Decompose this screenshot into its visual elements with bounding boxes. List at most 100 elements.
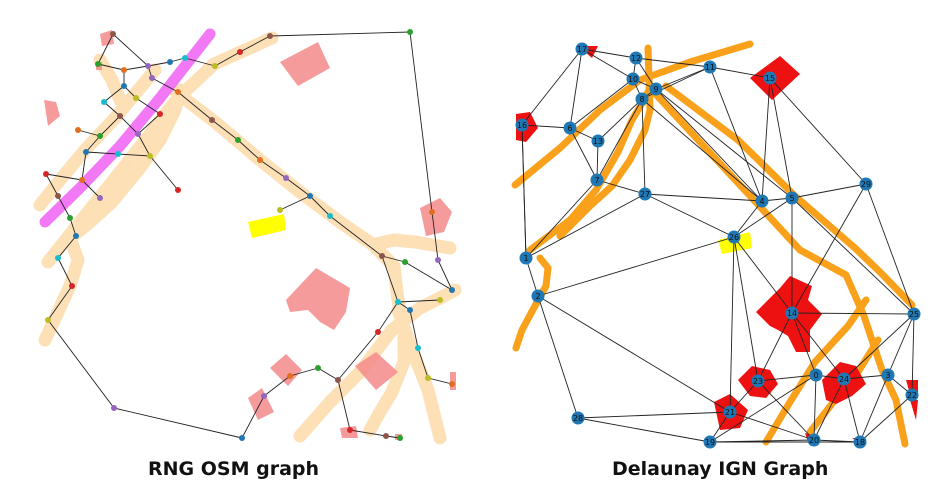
delaunay-edge-43 [791,183,867,314]
osm-building-2 [420,198,452,236]
rng-node-37 [55,255,61,261]
delaunay-node-label-29: 29 [861,180,871,189]
delaunay-edges [521,48,915,443]
rng-node-5 [182,55,188,61]
rng-edge-36 [57,235,77,259]
rng-node-13 [101,99,107,105]
rng-node-35 [97,195,103,201]
rng-node-38 [45,317,51,323]
delaunay-node-16 [515,118,529,132]
rng-node-22 [147,153,153,159]
delaunay-node-label-4: 4 [759,197,764,206]
rng-edge-53 [289,367,319,377]
rng-node-15 [157,111,163,117]
delaunay-edge-32 [525,257,539,297]
osm-building-5 [355,352,398,390]
rng-edge-28 [85,151,119,155]
osm-building-1 [286,268,350,330]
delaunay-node-label-23: 23 [753,377,763,386]
rng-edge-25 [137,133,151,157]
delaunay-edge-45 [733,236,759,382]
rng-edge-29 [117,153,151,157]
delaunay-node-label-18: 18 [855,438,865,447]
delaunay-node-label-21: 21 [725,408,735,417]
ign-road-5 [662,82,916,309]
rng-node-31 [43,171,49,177]
rng-node-2 [121,67,127,73]
delaunay-edge-57 [757,380,815,441]
delaunay-edge-4 [569,48,583,129]
delaunay-node-26 [727,230,741,244]
delaunay-edge-41 [791,197,915,315]
delaunay-node-label-14: 14 [787,309,797,318]
delaunay-edge-50 [577,417,711,443]
delaunay-node-9 [649,82,663,96]
delaunay-edge-0 [521,48,583,126]
rng-edges [45,31,453,439]
delaunay-node-29 [859,177,873,191]
rng-node-4 [167,59,173,65]
ign-road-6 [762,296,870,446]
rng-edge-17 [103,85,125,103]
rng-node-39 [69,283,75,289]
delaunay-edge-12 [709,66,763,202]
rng-edge-23 [119,115,139,135]
rng-edge-6 [184,57,216,67]
rng-node-46 [437,297,443,303]
rng-node-44 [449,287,455,293]
delaunay-node-6 [563,121,577,135]
delaunay-node-label-22: 22 [907,391,917,400]
rng-node-49 [315,365,321,371]
delaunay-node-label-0: 0 [813,371,818,380]
rng-node-40 [379,253,385,259]
rng-edge-1 [112,33,149,67]
rng-edge-32 [45,173,83,181]
delaunay-edge-22 [641,98,646,195]
rng-edge-56 [409,309,419,349]
rng-osm-graph [33,28,462,445]
rng-edge-57 [417,347,429,379]
rng-node-60 [239,435,245,441]
rng-edge-4 [147,61,171,67]
delaunay-edge-56 [757,312,793,382]
delaunay-node-label-25: 25 [909,310,919,319]
rng-node-30 [277,207,283,213]
osm-building-4 [270,354,302,386]
rng-edge-62 [47,319,115,409]
rng-edge-27 [85,135,101,153]
rng-edge-54 [263,375,291,397]
rng-node-50 [287,373,293,379]
delaunay-node-2 [531,289,545,303]
delaunay-node-label-2: 2 [535,292,540,301]
rng-node-16 [117,113,123,119]
delaunay-edge-33 [521,124,527,259]
delaunay-node-label-9: 9 [653,85,658,94]
ign-road-0 [511,40,754,189]
rng-node-0 [110,31,116,37]
rng-edge-50 [377,301,399,333]
osm-railway-line [39,28,216,228]
delaunay-edge-37 [733,200,763,238]
delaunay-node-8 [635,92,649,106]
delaunay-node-28 [571,411,585,425]
delaunay-edge-70 [911,313,915,396]
ign-road-3 [556,44,654,240]
delaunay-edge-62 [813,374,817,441]
rng-node-3 [145,63,151,69]
delaunay-edge-44 [733,236,793,314]
rng-node-45 [395,299,401,305]
delaunay-node-13 [591,134,605,148]
rng-edge-10 [409,31,433,213]
rng-edge-15 [151,77,179,93]
rng-edge-60 [349,429,387,437]
delaunay-edge-35 [644,193,763,202]
delaunay-edge-47 [537,236,735,297]
delaunay-node-label-7: 7 [594,176,599,185]
rng-edge-49 [397,299,441,303]
rng-node-20 [83,149,89,155]
delaunay-node-27 [638,187,652,201]
rng-node-28 [307,193,313,199]
osm-building-3 [248,388,274,420]
delaunay-edge-60 [791,312,845,380]
